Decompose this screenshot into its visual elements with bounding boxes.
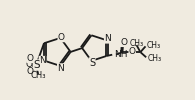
Text: N: N — [104, 34, 111, 43]
Text: CH₃: CH₃ — [129, 39, 144, 48]
Text: S: S — [34, 60, 40, 70]
Text: O: O — [120, 38, 127, 47]
Text: CH₃: CH₃ — [30, 71, 46, 80]
Text: O: O — [27, 54, 34, 63]
Text: N: N — [58, 64, 64, 73]
Text: NH: NH — [114, 50, 128, 59]
Text: S: S — [89, 58, 95, 68]
Text: O: O — [58, 33, 65, 42]
Text: O: O — [129, 47, 136, 56]
Text: CH₃: CH₃ — [148, 54, 162, 63]
Text: N: N — [39, 56, 46, 65]
Text: O: O — [25, 60, 32, 69]
Text: O: O — [27, 67, 34, 76]
Text: CH₃: CH₃ — [147, 41, 161, 50]
